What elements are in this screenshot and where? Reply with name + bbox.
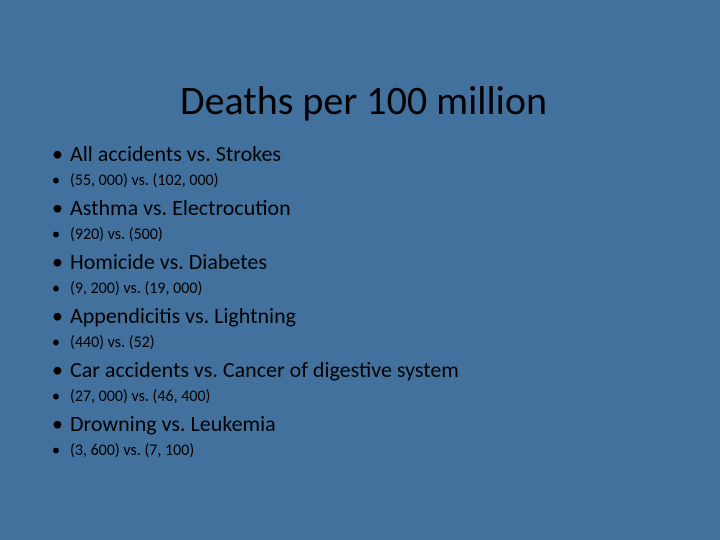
bullet-list: • All accidents vs. Strokes • (55, 000) … (50, 139, 720, 462)
list-item: • Drowning vs. Leukemia (50, 409, 720, 439)
item-text: Homicide vs. Diabetes (70, 247, 720, 277)
list-item: • Homicide vs. Diabetes (50, 247, 720, 277)
list-item: • Asthma vs. Electrocution (50, 193, 720, 223)
bullet-icon: • (50, 170, 70, 192)
list-item: • All accidents vs. Strokes (50, 139, 720, 169)
item-text: (3, 600) vs. (7, 100) (70, 440, 720, 462)
presentation-slide: Deaths per 100 million • All accidents v… (0, 0, 720, 540)
item-text: Car accidents vs. Cancer of digestive sy… (70, 355, 720, 385)
list-item: • (27, 000) vs. (46, 400) (50, 386, 720, 408)
list-item: • (440) vs. (52) (50, 332, 720, 354)
bullet-icon: • (50, 332, 70, 354)
item-text: (440) vs. (52) (70, 332, 720, 354)
item-text: Asthma vs. Electrocution (70, 193, 720, 223)
bullet-icon: • (50, 247, 70, 277)
list-item: • (55, 000) vs. (102, 000) (50, 170, 720, 192)
bullet-icon: • (50, 355, 70, 385)
slide-content: • All accidents vs. Strokes • (55, 000) … (0, 133, 720, 462)
bullet-icon: • (50, 278, 70, 300)
bullet-icon: • (50, 193, 70, 223)
bullet-icon: • (50, 440, 70, 462)
item-text: All accidents vs. Strokes (70, 139, 720, 169)
slide-title: Deaths per 100 million (0, 0, 720, 133)
item-text: (920) vs. (500) (70, 224, 720, 246)
item-text: (27, 000) vs. (46, 400) (70, 386, 720, 408)
list-item: • Appendicitis vs. Lightning (50, 301, 720, 331)
list-item: • Car accidents vs. Cancer of digestive … (50, 355, 720, 385)
list-item: • (9, 200) vs. (19, 000) (50, 278, 720, 300)
bullet-icon: • (50, 224, 70, 246)
bullet-icon: • (50, 139, 70, 169)
list-item: • (920) vs. (500) (50, 224, 720, 246)
bullet-icon: • (50, 409, 70, 439)
item-text: Drowning vs. Leukemia (70, 409, 720, 439)
bullet-icon: • (50, 301, 70, 331)
item-text: (9, 200) vs. (19, 000) (70, 278, 720, 300)
bullet-icon: • (50, 386, 70, 408)
item-text: Appendicitis vs. Lightning (70, 301, 720, 331)
list-item: • (3, 600) vs. (7, 100) (50, 440, 720, 462)
item-text: (55, 000) vs. (102, 000) (70, 170, 720, 192)
